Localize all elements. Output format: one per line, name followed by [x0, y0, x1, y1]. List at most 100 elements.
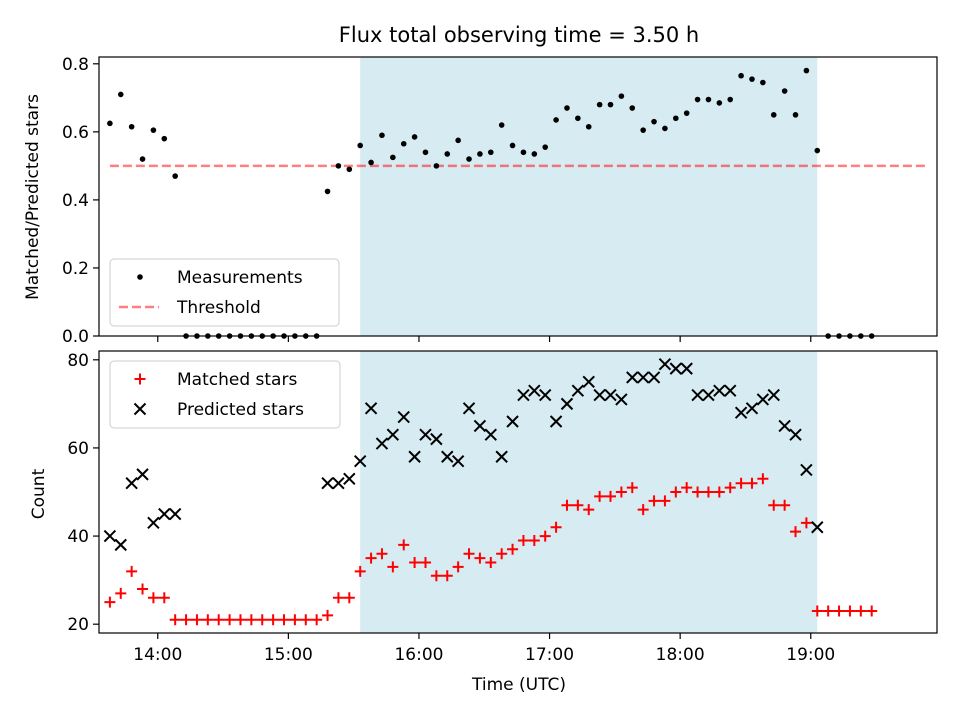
matched-star-point	[463, 548, 475, 560]
matched-star-point	[311, 614, 323, 626]
predicted-star-point	[451, 454, 465, 468]
y-tick-label: 60	[67, 439, 89, 459]
predicted-star-point	[136, 468, 149, 481]
legend-box	[109, 360, 341, 429]
matched-star-point	[626, 482, 638, 494]
matched-star-point	[757, 473, 769, 485]
measurement-point	[487, 149, 494, 156]
matched-star-point	[126, 565, 138, 577]
legend-label: Threshold	[176, 298, 261, 318]
matched-star-point	[605, 490, 617, 502]
predicted-star-point	[147, 516, 160, 530]
matched-star-point	[278, 614, 290, 626]
measurement-point	[542, 144, 549, 150]
measurement-point	[498, 122, 505, 128]
predicted-star-point	[103, 529, 117, 543]
matched-star-point	[289, 614, 301, 626]
matched-star-point	[147, 592, 159, 604]
predicted-star-point	[604, 388, 617, 402]
measurement-point	[760, 79, 766, 86]
measurement-point	[335, 163, 342, 169]
matched-star-point	[833, 605, 845, 617]
x-tick-label: 17:00	[525, 645, 574, 665]
matched-star-point	[648, 495, 660, 507]
measurement-point	[477, 151, 483, 157]
measurement-point	[455, 137, 461, 144]
predicted-star-point	[462, 402, 476, 415]
predicted-star-point	[506, 415, 519, 428]
matched-star-point	[224, 614, 236, 626]
predicted-star-point	[408, 450, 421, 463]
predicted-star-point	[549, 415, 563, 428]
measurement-point	[553, 117, 559, 123]
measurement-point	[607, 101, 614, 108]
measurement-point	[139, 156, 146, 162]
measurement-point	[564, 105, 570, 111]
matched-star-point	[365, 552, 377, 564]
y-tick-label: 0.4	[62, 191, 89, 211]
predicted-star-point	[158, 507, 171, 521]
matched-star-point	[572, 499, 584, 511]
matched-star-point	[822, 605, 834, 617]
predicted-star-point	[419, 428, 432, 441]
measurement-point	[618, 93, 625, 99]
measurement-point	[781, 88, 788, 94]
matched-star-point	[550, 521, 562, 533]
top-y-axis-label: Matched/Predicted stars	[23, 94, 43, 300]
predicted-star-point	[767, 388, 780, 402]
predicted-star-point	[332, 476, 345, 490]
matched-star-point	[256, 614, 268, 626]
legend-label: Matched stars	[177, 370, 297, 390]
matched-star-point	[692, 486, 704, 498]
matched-star-point	[507, 543, 519, 555]
measurement-point	[738, 72, 744, 79]
predicted-star-point	[680, 362, 693, 375]
top-panel: 0.0 0.2 0.4 0.6 0.8 Measurements Threshold	[62, 55, 938, 347]
matched-star-point	[528, 534, 540, 546]
matched-star-point	[539, 530, 551, 542]
measurement-point	[814, 147, 821, 154]
matched-star-point	[452, 561, 464, 573]
predicted-star-point	[397, 410, 410, 424]
y-tick-label: 0.0	[62, 327, 89, 347]
predicted-star-point	[571, 384, 585, 397]
predicted-star-point	[658, 358, 672, 371]
matched-star-point	[234, 614, 246, 626]
measurement-point	[640, 127, 646, 133]
predicted-star-point	[636, 371, 650, 384]
predicted-star-point	[560, 397, 574, 411]
measurement-point	[161, 135, 168, 142]
matched-star-point	[713, 486, 725, 498]
plot-frame	[98, 56, 938, 337]
predicted-star-point	[343, 472, 356, 485]
y-tick-label: 0.6	[62, 123, 89, 143]
measurement-point	[324, 188, 331, 195]
matched-star-point	[594, 490, 606, 502]
matched-star-point	[615, 486, 627, 498]
measurement-point	[390, 154, 396, 161]
predicted-star-point	[539, 388, 552, 402]
predicted-star-point	[800, 463, 813, 477]
matched-star-point	[637, 504, 649, 516]
measurement-point	[357, 142, 363, 149]
matched-star-point	[115, 587, 127, 599]
matched-star-point	[158, 592, 170, 604]
predicted-star-point	[125, 476, 138, 490]
legend-box	[109, 258, 340, 327]
measurement-point	[596, 101, 603, 108]
measurement-point	[651, 118, 657, 125]
measurement-point	[792, 112, 799, 118]
measurement-point	[803, 67, 810, 74]
measurement-point	[509, 142, 516, 149]
matched-star-point	[659, 495, 671, 507]
predicted-star-point	[756, 393, 770, 406]
matched-star-point	[800, 517, 812, 529]
x-tick-label: 19:00	[786, 645, 835, 665]
predicted-star-point	[745, 402, 759, 415]
bottom-y-axis-label: Count	[29, 468, 49, 519]
matched-star-point	[790, 526, 802, 538]
matched-star-point	[398, 539, 410, 551]
y-tick-label: 20	[67, 615, 89, 635]
predicted-star-point	[168, 507, 182, 521]
predicted-star-point	[789, 428, 802, 441]
